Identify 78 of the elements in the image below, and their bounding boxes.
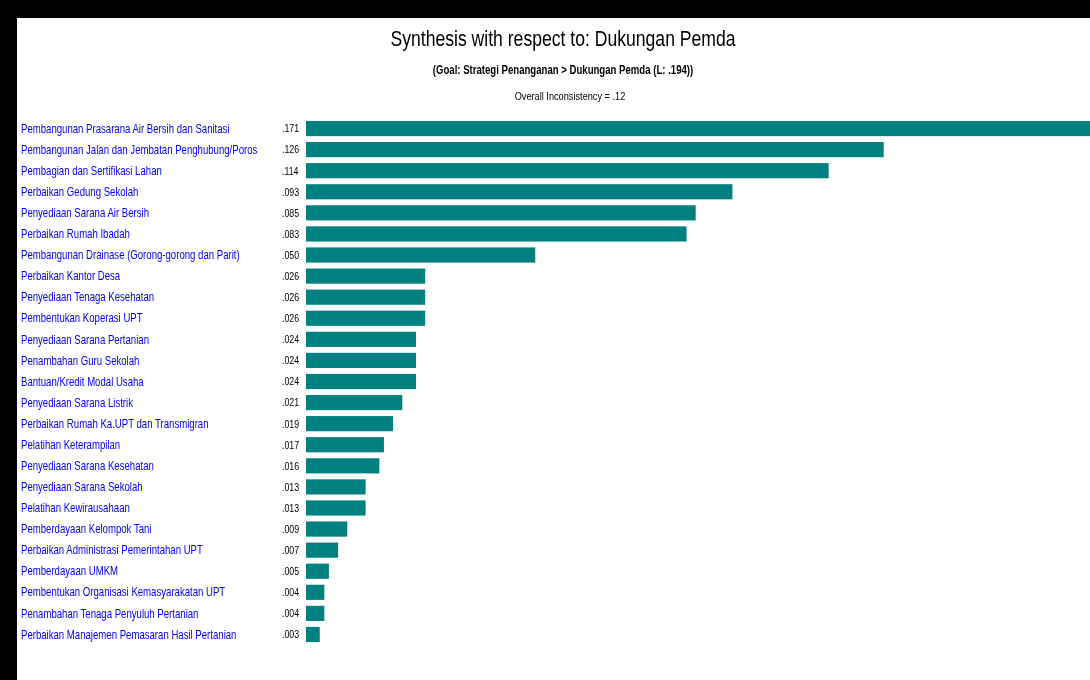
bar (306, 184, 733, 200)
bar (306, 205, 696, 221)
y-tick-label: Perbaikan Administrasi Pemerintahan UPT (21, 543, 204, 557)
y-tick-label: Penyediaan Tenaga Kesehatan (21, 290, 155, 304)
y-tick-label: Penyediaan Sarana Listrik (21, 395, 134, 409)
data-label: .021 (282, 396, 300, 409)
data-label: .171 (282, 122, 300, 135)
bar (306, 626, 320, 643)
data-label: .026 (282, 270, 300, 283)
bar (306, 373, 417, 390)
data-label: .019 (282, 417, 300, 430)
data-label: .013 (282, 480, 300, 493)
y-tick-label: Perbaikan Kantor Desa (21, 269, 122, 283)
y-tick-label: Pembagian dan Sertifikasi Lahan (21, 163, 162, 178)
y-tick-label: Pemberdayaan Kelompok Tani (21, 522, 152, 536)
bar (306, 331, 417, 347)
bar (306, 416, 394, 432)
bar (306, 563, 329, 579)
bar (306, 394, 403, 411)
chart-subtitle: (Goal: Strategi Penanganan > Dukungan Pemda (L: .194)) (432, 62, 694, 77)
y-tick-label: Penyediaan Sarana Pertanian (21, 332, 150, 346)
data-label: .007 (282, 544, 300, 557)
y-tick-label: Pembentukan Koperasi UPT (21, 311, 143, 325)
data-label: .009 (282, 522, 300, 536)
data-label: .026 (282, 291, 300, 304)
y-tick-label: Penyediaan Sarana Kesehatan (21, 458, 154, 473)
data-label: .024 (282, 354, 300, 367)
data-label: .126 (282, 143, 300, 156)
chart-title: Synthesis with respect to: Dukungan Pemda (390, 26, 737, 51)
bar (306, 521, 348, 537)
bar (306, 310, 426, 326)
y-tick-label: Perbaikan Manajemen Pemasaran Hasil Pertanian (21, 627, 237, 641)
data-label: .005 (282, 565, 300, 578)
bar (306, 605, 325, 621)
bar (306, 247, 536, 263)
bar (306, 120, 1090, 137)
bar (306, 163, 829, 179)
data-label: .017 (282, 438, 300, 451)
data-label: .085 (282, 206, 300, 219)
bar (306, 437, 384, 453)
y-tick-label: Perbaikan Rumah Ka.UPT dan Transmigran (21, 416, 209, 431)
bar (306, 352, 417, 369)
bar (306, 479, 366, 495)
data-label: .114 (282, 164, 299, 177)
y-tick-label: Pemberdayaan UMKM (21, 564, 119, 578)
y-tick-label: Perbaikan Gedung Sekolah (21, 184, 139, 199)
y-tick-label: Pembentukan Organisasi Kemasyarakatan UPT (21, 585, 226, 599)
bar (306, 268, 426, 284)
text: Overall Inconsistency = .12 (514, 90, 626, 103)
y-tick-label: Pembangunan Jalan dan Jembatan Penghubung/Poros (21, 142, 258, 157)
data-label: .083 (282, 227, 300, 240)
bar (306, 500, 366, 516)
y-tick-label: Pelatihan Keterampilan (21, 437, 121, 452)
y-tick-label: Pembangunan Drainase (Gorong-gorong dan Parit) (21, 248, 240, 262)
y-tick-label: Penyediaan Sarana Air Bersih (21, 206, 149, 220)
bar (306, 289, 426, 305)
data-label: .004 (282, 586, 300, 599)
y-tick-label: Penyediaan Sarana Sekolah (21, 480, 143, 494)
data-label: .003 (282, 628, 300, 641)
bar (306, 458, 380, 474)
bar (306, 542, 339, 558)
bar (306, 142, 884, 158)
y-tick-label: Pelatihan Kewirausahaan (21, 501, 130, 515)
y-tick-label: Bantuan/Kredit Modal Usaha (21, 374, 145, 388)
data-label: .050 (282, 248, 300, 262)
y-tick-label: Penambahan Tenaga Penyuluh Pertanian (21, 606, 199, 620)
data-label: .093 (282, 185, 300, 198)
bar (306, 226, 687, 242)
data-label: .024 (282, 375, 300, 388)
y-tick-label: Penambahan Guru Sekolah (21, 353, 140, 367)
data-label: .013 (282, 501, 300, 515)
data-label: .016 (282, 459, 300, 472)
bar (306, 584, 325, 600)
data-label: .024 (282, 333, 300, 346)
data-label: .004 (282, 607, 300, 620)
data-label: .026 (282, 312, 300, 325)
y-tick-label: Perbaikan Rumah Ibadah (21, 227, 130, 241)
y-tick-label: Pembangunan Prasarana Air Bersih dan Sanitasi (21, 121, 230, 135)
